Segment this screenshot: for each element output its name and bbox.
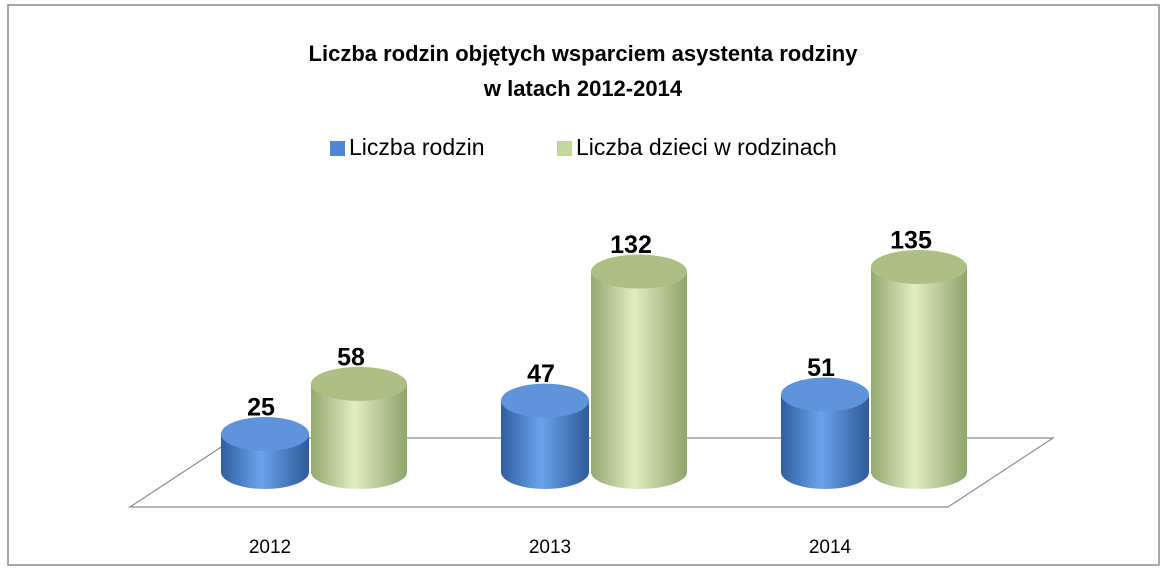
cylinder-side: [501, 400, 589, 489]
cylinder-top: [311, 366, 407, 401]
x-tick-label: 2014: [809, 537, 852, 558]
data-label: 25: [247, 394, 275, 422]
cylinder: [501, 383, 589, 489]
cylinder: [781, 377, 869, 489]
data-label: 58: [337, 344, 365, 372]
cylinder-side: [311, 383, 407, 489]
x-tick-label: 2013: [529, 537, 571, 558]
cylinder-side: [781, 394, 869, 489]
data-label: 51: [807, 354, 835, 382]
legend-swatch: [557, 141, 572, 156]
cylinder: [311, 366, 407, 489]
cylinder-top: [221, 417, 309, 452]
x-tick-label: 2012: [249, 537, 291, 558]
cylinder-side: [871, 267, 967, 489]
cylinder: [591, 254, 687, 489]
cylinder-side: [591, 271, 687, 489]
legend-label: Liczba dzieci w rodzinach: [576, 134, 837, 160]
legend-label: Liczba rodzin: [349, 134, 485, 160]
cylinder-top: [591, 254, 687, 289]
legend-swatch: [330, 141, 345, 156]
cylinder-top: [781, 377, 869, 412]
cylinder-top: [871, 250, 967, 284]
data-label: 132: [610, 231, 652, 259]
data-label: 135: [890, 227, 932, 255]
cylinder: [221, 417, 309, 489]
chart-title: w latach 2012-2014: [483, 76, 683, 101]
chart-title: Liczba rodzin objętych wsparciem asysten…: [309, 41, 859, 66]
data-label: 47: [527, 360, 555, 388]
cylinder: [871, 250, 967, 489]
cylinder-top: [501, 383, 589, 418]
